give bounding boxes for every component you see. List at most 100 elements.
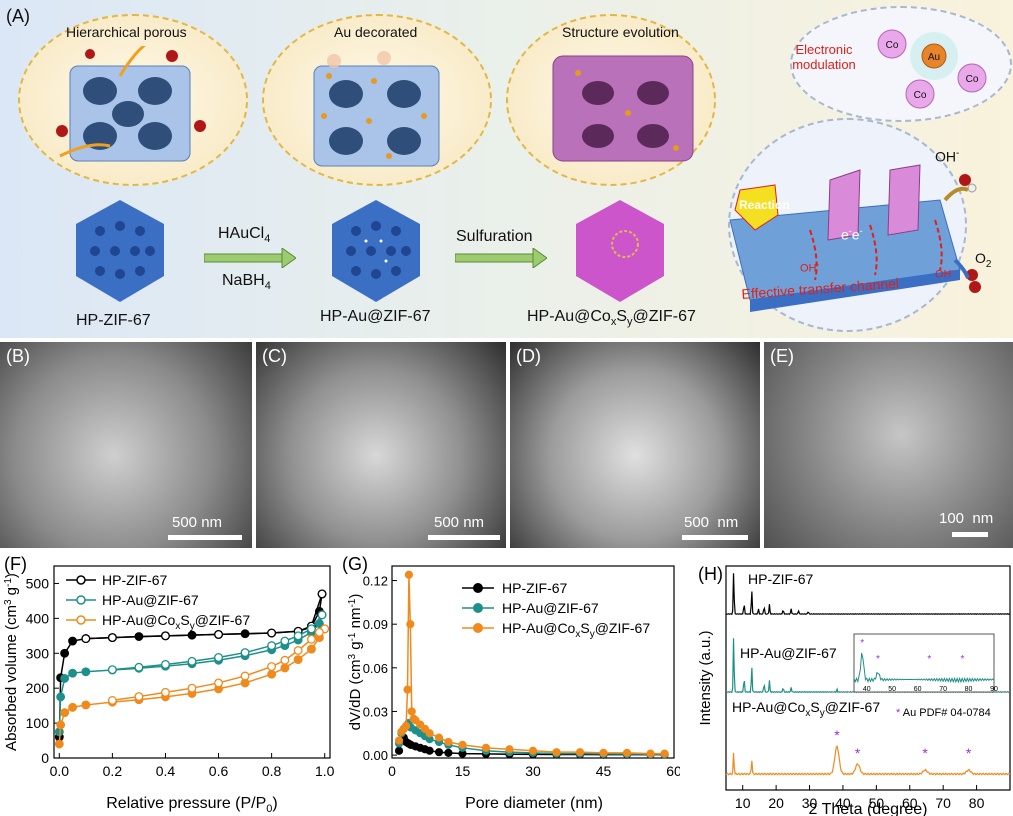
data-point (240, 671, 250, 681)
legend-marker (76, 615, 86, 625)
data-point (60, 708, 70, 718)
inset-tick-label: 80 (965, 686, 973, 693)
data-point (267, 662, 277, 671)
au-peak-marker: * (860, 638, 864, 649)
schematic-panel: (A) Hierarchical porous Au decorated Str… (0, 0, 1013, 338)
data-point (56, 720, 66, 730)
data-point (60, 648, 70, 658)
oh-channel-label: OH- (800, 260, 820, 275)
y-tick-label: 300 (26, 645, 50, 661)
sem-image-e: (E) 100 nm (764, 342, 1013, 548)
data-point (575, 748, 585, 757)
data-point (306, 644, 316, 654)
y-tick-label: 500 (26, 575, 50, 591)
data-point (293, 655, 303, 665)
y-axis-label: Intensity (a.u.) (697, 630, 714, 725)
y-tick-label: 0.06 (363, 661, 388, 676)
data-point (293, 646, 303, 655)
panel-label-f: (F) (4, 554, 27, 574)
data-point (660, 749, 669, 758)
oh-channel-label: OH- (935, 266, 955, 281)
legend-label: HP-Au@CoxSy@ZIF-67 (502, 620, 650, 640)
bubble-electronic-modulation: Electronic modulation Au Co Co Co (790, 6, 1012, 122)
bubble-title: Hierarchical porous (66, 24, 187, 40)
data-point (314, 627, 324, 637)
data-point (161, 659, 170, 669)
legend-label: HP-Au@ZIF-67 (102, 592, 199, 608)
data-point (394, 736, 404, 745)
panel-label-g: (G) (342, 554, 368, 574)
bubble-hierarchical-porous: Hierarchical porous (18, 14, 248, 186)
data-point (599, 748, 608, 758)
bubble-structure-evolution: Structure evolution (506, 14, 716, 186)
plot-frame (725, 565, 1011, 791)
data-point (425, 746, 434, 755)
legend-marker (473, 623, 483, 633)
data-point (280, 636, 290, 646)
data-point (403, 685, 412, 694)
sample-hp-au-coxsy-zif67: HP-Au@CoxSy@ZIF-67 (527, 308, 696, 329)
data-point (402, 721, 411, 731)
y-tick-label: 0 (41, 750, 49, 766)
data-point (161, 631, 170, 641)
au-peak-marker: * (966, 745, 972, 761)
au-peak-marker: * (855, 745, 861, 761)
data-point (214, 653, 223, 662)
sulfide-particle-icon (576, 200, 664, 302)
legend-label: HP-Au@ZIF-67 (502, 600, 599, 616)
x-tick-label: 30 (525, 763, 541, 779)
au-peak-marker: * (927, 654, 931, 665)
xrd-chart: (H) 10 20 30 40 50 60 70 80 * * * * 40 50 60 70 80 90 * *… (697, 564, 1011, 816)
arrow-step-2-icon (455, 248, 547, 268)
panel-label-d: (D) (516, 346, 541, 366)
o2-product-label: O2 (975, 250, 992, 270)
data-point (425, 729, 434, 738)
data-point (293, 631, 303, 641)
porous-framework-illustration (56, 46, 206, 162)
legend: HP-ZIF-67 HP-Au@ZIF-67 HP-Au@CoxSy@ZIF-67 (66, 572, 250, 632)
sem-image-b: (B) 500 nm (0, 342, 252, 548)
reaction-label: Reaction (739, 198, 790, 212)
x-tick-label: 45 (596, 763, 612, 779)
data-point (81, 667, 91, 677)
panel-label-h: (H) (698, 564, 723, 584)
y-tick-label: 100 (26, 715, 50, 731)
sem-image-c: (C) 500 nm (256, 342, 506, 548)
inset-frame (853, 633, 995, 693)
oer-mechanism-illustration (729, 164, 981, 312)
scale-bar-label: 500 nm (434, 514, 485, 531)
panel-label-e: (E) (770, 346, 794, 366)
data-point (107, 695, 117, 705)
step-sulfuration: Sulfuration (456, 228, 533, 245)
reagent-haucl4: HAuCl4 (218, 225, 271, 246)
y-axis-label: Absorbed volume (cm3 g-1) (3, 573, 20, 751)
x-tick-label: 70 (935, 795, 951, 811)
data-point (68, 636, 78, 646)
data-point (187, 683, 197, 693)
sample-hp-au-zif67: HP-Au@ZIF-67 (320, 308, 431, 325)
data-point (280, 655, 290, 665)
x-tick-label: 80 (969, 795, 985, 811)
scale-bar (428, 535, 500, 540)
data-point (107, 633, 117, 643)
au-atom-label: Au (928, 52, 940, 63)
inset-tick-label: 60 (914, 686, 922, 693)
data-point (214, 629, 223, 639)
data-point (306, 624, 316, 634)
data-point (317, 610, 327, 620)
data-point (267, 641, 277, 651)
x-tick-label: 0.0 (50, 763, 70, 779)
oh-product-label: OH- (935, 148, 960, 165)
data-point (56, 692, 66, 702)
x-tick-label: 60 (902, 795, 918, 811)
data-point (214, 678, 223, 688)
data-point (458, 740, 467, 750)
data-point (161, 687, 170, 697)
arrow-step-1-icon (204, 248, 296, 268)
data-point (444, 748, 453, 758)
electron-label: e-e- (841, 226, 863, 243)
data-point (68, 668, 78, 678)
legend-marker (76, 575, 86, 585)
data-point (240, 648, 250, 658)
au-framework-illustration (313, 51, 440, 167)
